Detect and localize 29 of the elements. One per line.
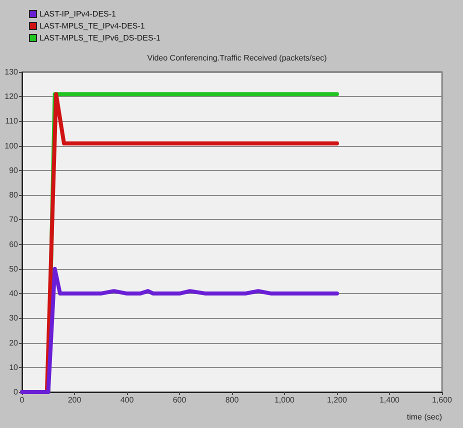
y-tick-label: 80: [9, 190, 19, 200]
legend-label: LAST-MPLS_TE_IPv6_DS-DES-1: [40, 34, 161, 42]
x-axis-title: time (sec): [406, 412, 442, 422]
x-tick-label: 400: [120, 396, 134, 404]
y-tick-label: 70: [9, 215, 19, 224]
y-tick-label: 50: [9, 264, 19, 274]
y-tick-label: 90: [9, 166, 19, 175]
y-tick-label: 120: [4, 92, 19, 102]
y-tick-label: 30: [9, 314, 19, 323]
y-tick-label: 100: [4, 141, 19, 150]
x-tick-label: 600: [172, 396, 187, 404]
y-tick-label: 110: [5, 116, 19, 126]
y-tick-label: 20: [9, 338, 19, 348]
x-tick-label: 1,400: [379, 396, 400, 404]
x-tick-label: 1,600: [432, 396, 453, 404]
y-tick-label: 10: [9, 362, 19, 372]
legend-label: LAST-MPLS_TE_IPv4-DES-1: [40, 22, 146, 30]
x-tick-label: 1,200: [326, 396, 348, 404]
x-tick-label: 800: [225, 396, 240, 404]
x-tick-label: 0: [20, 396, 25, 404]
y-tick-label: 130: [4, 68, 19, 76]
y-tick-label: 60: [9, 240, 19, 249]
y-tick-label: 0: [14, 388, 19, 396]
chart-title: Video Conferencing.Traffic Received (packets/sec): [147, 54, 328, 62]
y-tick-label: 40: [9, 289, 19, 298]
x-tick-label: 1,000: [274, 396, 296, 404]
legend-label: LAST-IP_IPv4-DES-1: [40, 10, 117, 18]
line-series: [20, 266, 339, 394]
x-tick-label: 200: [68, 396, 82, 404]
